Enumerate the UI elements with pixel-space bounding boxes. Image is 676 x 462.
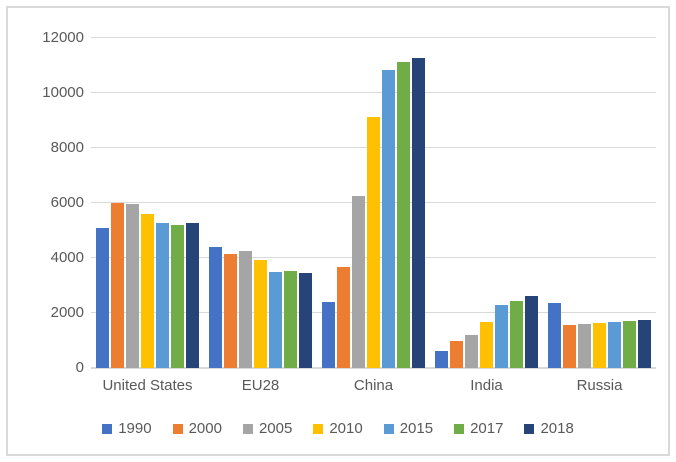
legend-label-2005: 2005 — [258, 420, 293, 437]
y-tick-label-2000: 2000 — [50, 304, 84, 321]
bar-russia-2010 — [593, 322, 606, 368]
y-tick-label-4000: 4000 — [50, 249, 84, 266]
legend-label-2017: 2017 — [470, 420, 504, 437]
bar-eu28-2010 — [254, 259, 267, 368]
bar-united-states-2017 — [171, 224, 184, 368]
x-axis-label-united-states: United States — [102, 377, 193, 394]
legend-label-2018: 2018 — [540, 420, 574, 437]
bar-eu28-2018 — [299, 272, 312, 368]
bar-russia-2015 — [608, 322, 621, 368]
bar-russia-1990 — [548, 302, 561, 368]
bar-group-russia — [543, 38, 656, 368]
bar-group-china — [317, 38, 430, 368]
x-axis-label-russia: Russia — [576, 377, 623, 394]
bar-groups — [91, 38, 656, 368]
x-axis-label-eu28: EU28 — [241, 377, 280, 394]
bar-india-2010 — [480, 321, 493, 368]
bar-united-states-2015 — [156, 223, 169, 368]
legend: 1990 2000 2005 2010 2015 2017 2018 — [8, 420, 668, 437]
gridline-10000 — [91, 92, 656, 93]
bar-china-2018 — [412, 58, 425, 368]
bar-eu28-2005 — [239, 250, 252, 368]
legend-item-2010: 2010 — [313, 420, 363, 437]
bar-russia-2000 — [563, 325, 576, 368]
x-axis-label-india: India — [470, 377, 503, 394]
bar-india-2000 — [450, 340, 463, 368]
legend-item-2000: 2000 — [172, 420, 222, 437]
bar-china-2000 — [337, 267, 350, 368]
bar-china-1990 — [322, 302, 335, 368]
bar-group-eu28 — [204, 38, 317, 368]
y-tick-label-0: 0 — [75, 359, 84, 376]
legend-item-1990: 1990 — [102, 420, 152, 437]
bar-china-2015 — [382, 69, 395, 368]
legend-item-2018: 2018 — [524, 420, 574, 437]
bar-united-states-1990 — [96, 228, 109, 368]
x-axis-line — [91, 367, 656, 369]
legend-label-2015: 2015 — [399, 420, 434, 437]
legend-label-2000: 2000 — [188, 420, 222, 437]
bar-india-1990 — [435, 351, 448, 368]
legend-swatch-1990 — [102, 423, 113, 434]
bar-group-india — [430, 38, 543, 368]
legend-item-2017: 2017 — [454, 420, 503, 437]
bar-india-2015 — [495, 305, 508, 368]
legend-item-2015: 2015 — [383, 420, 434, 437]
y-tick-label-8000: 8000 — [50, 139, 84, 156]
y-tick-label-10000: 10000 — [42, 84, 84, 101]
bar-united-states-2000 — [111, 203, 124, 368]
bar-russia-2005 — [578, 323, 591, 368]
legend-swatch-2017 — [454, 423, 465, 434]
bar-russia-2017 — [623, 321, 636, 368]
bar-russia-2018 — [638, 319, 651, 368]
legend-swatch-2000 — [172, 423, 183, 434]
chart-frame: 0 2000 4000 6000 8000 10000 12000 United State… — [6, 6, 670, 456]
bar-eu28-2015 — [269, 272, 282, 368]
category-axis-labels: United States EU28 China India Russia — [91, 377, 656, 394]
legend-swatch-2005 — [242, 423, 253, 434]
bar-group-united-states — [91, 38, 204, 368]
bar-united-states-2005 — [126, 203, 139, 368]
legend-item-2005: 2005 — [242, 420, 293, 437]
bar-united-states-2010 — [141, 214, 154, 368]
legend-swatch-2015 — [383, 423, 394, 434]
bar-china-2017 — [397, 62, 410, 368]
legend-label-1990: 1990 — [118, 420, 152, 437]
legend-swatch-2018 — [524, 423, 535, 434]
legend-label-2010: 2010 — [329, 420, 363, 437]
x-axis-label-china: China — [353, 377, 394, 394]
bar-china-2010 — [367, 116, 380, 368]
bar-eu28-2000 — [224, 254, 237, 368]
legend-swatch-2010 — [313, 423, 324, 434]
plot-area — [91, 37, 656, 369]
bar-india-2018 — [525, 295, 538, 368]
y-axis: 0 2000 4000 6000 8000 10000 12000 — [8, 29, 84, 376]
y-tick-label-12000: 12000 — [42, 29, 84, 46]
bar-eu28-1990 — [209, 246, 222, 368]
bar-india-2005 — [465, 335, 478, 368]
bar-india-2017 — [510, 301, 523, 368]
bar-eu28-2017 — [284, 270, 297, 368]
gridline-12000 — [91, 37, 656, 38]
bar-china-2005 — [352, 195, 365, 368]
y-tick-label-6000: 6000 — [50, 194, 84, 211]
bar-united-states-2018 — [186, 222, 199, 368]
